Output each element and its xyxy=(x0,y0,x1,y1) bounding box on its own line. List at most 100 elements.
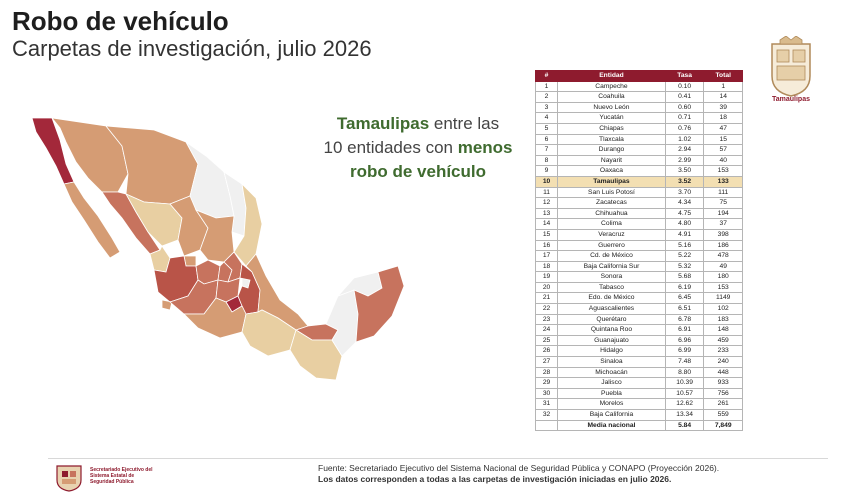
rank-cell: 25 xyxy=(534,334,559,347)
headline-part3: robo de vehículo xyxy=(349,162,487,181)
table-row: 3 Nuevo León 0.60 39 xyxy=(534,101,743,114)
rank-cell: 26 xyxy=(534,345,559,358)
tamaulipas-coat-of-arms-icon xyxy=(771,36,811,97)
entity-cell: Jalisco xyxy=(557,377,666,389)
total-cell: 47 xyxy=(703,122,743,135)
table-row: 7 Durango 2.94 57 xyxy=(534,144,743,156)
table-row: 18 Baja California Sur 5.32 49 xyxy=(534,260,743,273)
rate-cell: 2.94 xyxy=(664,144,705,156)
entity-cell: Veracruz xyxy=(557,228,666,241)
rate-cell: 0.71 xyxy=(664,112,705,124)
table-row: 11 San Luis Potosí 3.70 111 xyxy=(534,186,743,199)
rate-cell: 6.19 xyxy=(664,281,705,294)
rate-cell: 5.16 xyxy=(664,239,705,252)
total-cell: 15 xyxy=(703,133,743,146)
table-body: 1 Campeche 0.10 1 2 Coahuila 0.41 14 3 Nuevo León… xyxy=(534,80,743,421)
rate-cell: 4.91 xyxy=(664,228,705,241)
table-row: 32 Baja California 13.34 559 xyxy=(534,409,743,421)
national-label: Media nacional xyxy=(557,419,666,432)
entity-cell: Colima xyxy=(557,218,666,230)
entity-cell: Zacatecas xyxy=(557,197,666,209)
table-row: 4 Yucatán 0.71 18 xyxy=(534,112,743,124)
entity-cell: Durango xyxy=(557,144,666,156)
rank-cell: 13 xyxy=(534,207,559,220)
rate-cell: 5.32 xyxy=(664,260,705,273)
rank-cell: 16 xyxy=(534,239,559,252)
table-header-row: # Entidad Tasa Total xyxy=(534,70,743,82)
rank-cell: 17 xyxy=(534,250,559,262)
rank-cell: 12 xyxy=(534,197,559,209)
total-cell: 40 xyxy=(703,154,743,167)
col-entity-header: Entidad xyxy=(557,70,666,82)
rank-cell: 20 xyxy=(534,281,559,294)
entity-cell: Tamaulipas xyxy=(557,175,666,188)
entity-cell: Aguascalientes xyxy=(557,303,666,315)
rank-cell: 10 xyxy=(534,175,559,188)
national-rank-cell xyxy=(534,419,559,432)
total-cell: 102 xyxy=(703,303,743,315)
table-row: 30 Puebla 10.57 756 xyxy=(534,387,743,400)
region-colima xyxy=(161,299,173,311)
entity-cell: Hidalgo xyxy=(557,345,666,358)
mexico-choropleth-map xyxy=(31,117,405,381)
rank-cell: 7 xyxy=(534,144,559,156)
entity-cell: Chihuahua xyxy=(557,207,666,220)
table-row: 6 Tlaxcala 1.02 15 xyxy=(534,133,743,146)
source-note: Fuente: Secretariado Ejecutivo del Siste… xyxy=(318,463,828,485)
entity-cell: San Luis Potosí xyxy=(557,186,666,199)
rank-cell: 6 xyxy=(534,133,559,146)
rank-cell: 18 xyxy=(534,260,559,273)
table-row: 9 Oaxaca 3.50 153 xyxy=(534,165,743,177)
rank-cell: 22 xyxy=(534,303,559,315)
rate-cell: 8.80 xyxy=(664,366,705,379)
total-cell: 39 xyxy=(703,101,743,114)
rate-cell: 0.41 xyxy=(664,91,705,103)
rate-cell: 6.96 xyxy=(664,334,705,347)
rate-cell: 4.80 xyxy=(664,218,705,230)
entity-cell: Nuevo León xyxy=(557,101,666,114)
total-cell: 261 xyxy=(703,398,743,410)
total-cell: 756 xyxy=(703,387,743,400)
entity-cell: Oaxaca xyxy=(557,165,666,177)
total-cell: 233 xyxy=(703,345,743,358)
table-row: 5 Chiapas 0.76 47 xyxy=(534,122,743,135)
entity-cell: Cd. de México xyxy=(557,250,666,262)
ranking-table: # Entidad Tasa Total 1 Campeche 0.10 1 2 Coah… xyxy=(534,70,743,432)
total-cell: 1149 xyxy=(703,292,743,305)
entity-cell: Edo. de México xyxy=(557,292,666,305)
table-row: 28 Michoacán 8.80 448 xyxy=(534,366,743,379)
rate-cell: 0.10 xyxy=(664,80,705,93)
rank-cell: 27 xyxy=(534,356,559,368)
rank-cell: 30 xyxy=(534,387,559,400)
rate-cell: 0.60 xyxy=(664,101,705,114)
rank-cell: 15 xyxy=(534,228,559,241)
table-row: 15 Veracruz 4.91 398 xyxy=(534,228,743,241)
total-cell: 1 xyxy=(703,80,743,93)
rate-cell: 5.22 xyxy=(664,250,705,262)
page-subtitle: Carpetas de investigación, julio 2026 xyxy=(12,36,372,61)
entity-cell: Tabasco xyxy=(557,281,666,294)
total-cell: 75 xyxy=(703,197,743,209)
table-row: 25 Guanajuato 6.96 459 xyxy=(534,334,743,347)
national-average-row: Media nacional 5.84 7,849 xyxy=(534,419,743,432)
total-cell: 478 xyxy=(703,250,743,262)
table-row: 12 Zacatecas 4.34 75 xyxy=(534,197,743,209)
entity-cell: Tlaxcala xyxy=(557,133,666,146)
headline-part1: entre las xyxy=(429,114,500,133)
total-cell: 398 xyxy=(703,228,743,241)
page-title: Robo de vehículo xyxy=(12,6,229,36)
rank-cell: 24 xyxy=(534,324,559,336)
region-oaxaca xyxy=(241,309,297,357)
rate-cell: 6.45 xyxy=(664,292,705,305)
total-cell: 559 xyxy=(703,409,743,421)
entity-cell: Yucatán xyxy=(557,112,666,124)
entity-cell: Chiapas xyxy=(557,122,666,135)
entity-cell: Puebla xyxy=(557,387,666,400)
headline-emphasis: menos xyxy=(457,138,513,157)
total-cell: 57 xyxy=(703,144,743,156)
entity-cell: Sinaloa xyxy=(557,356,666,368)
entity-cell: Michoacán xyxy=(557,366,666,379)
rate-cell: 0.76 xyxy=(664,122,705,135)
table-row: 13 Chihuahua 4.75 194 xyxy=(534,207,743,220)
sesesp-logo-icon xyxy=(56,465,82,492)
